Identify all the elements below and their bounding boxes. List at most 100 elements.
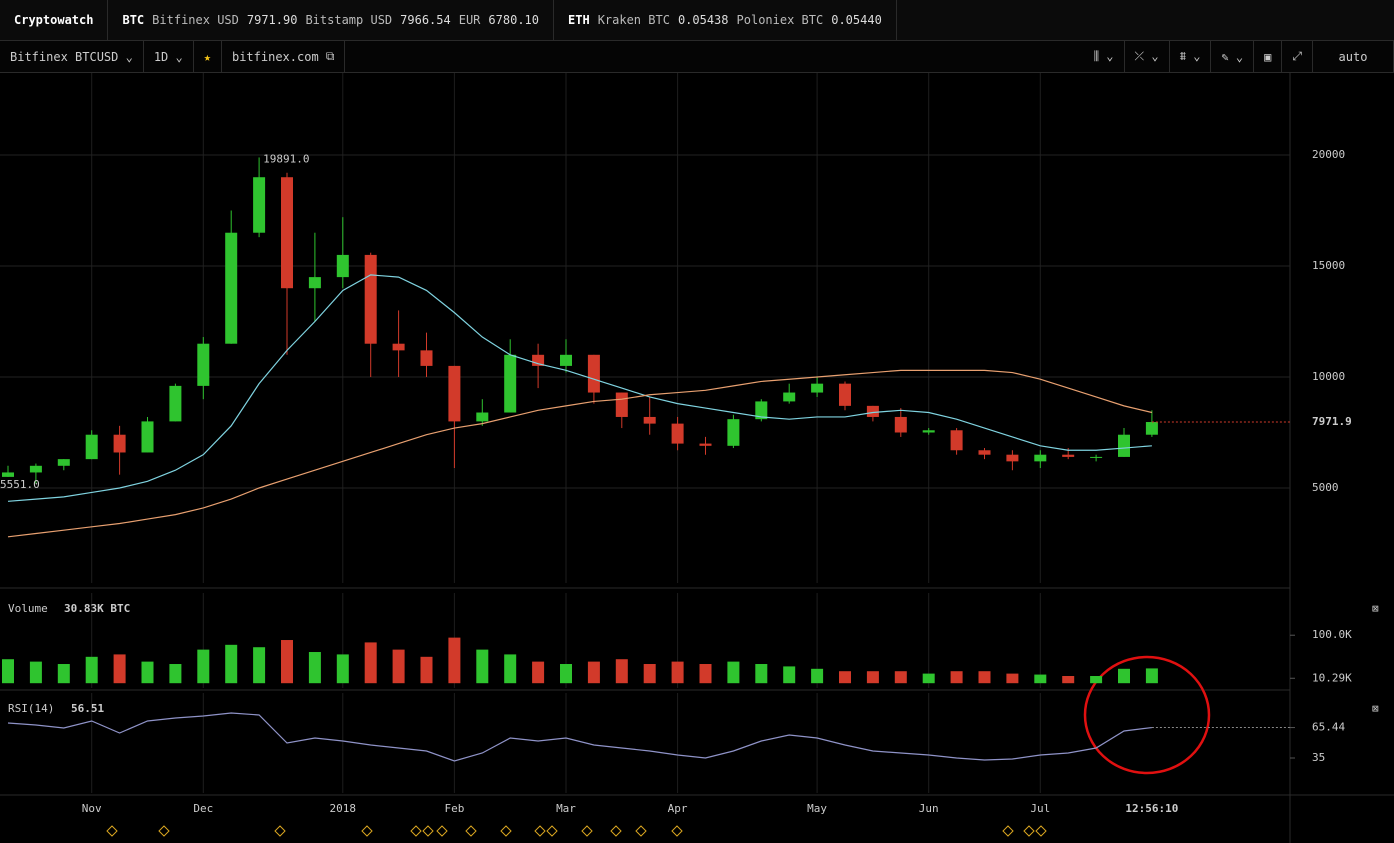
tool[interactable]: ▣: [1254, 41, 1283, 72]
candle-body: [169, 385, 182, 422]
volume-bar: [253, 647, 266, 684]
tool[interactable]: ⩩ ⌄: [1170, 41, 1212, 72]
quote-name: Poloniex BTC: [736, 13, 824, 27]
market: Bitfinex BTCUSD: [10, 49, 119, 64]
volume-bar: [560, 664, 572, 684]
moving-average: [7, 369, 1153, 538]
candle-body: [85, 434, 98, 460]
candle-body: [755, 401, 768, 420]
volume-bar: [364, 642, 377, 684]
volume-bar: [894, 671, 907, 684]
candle-body: [2, 472, 14, 477]
candle-body: [392, 343, 405, 351]
pane-value: 30.83K BTC: [64, 602, 130, 615]
toolbar: Bitfinex BTCUSD ⌄ 1D ⌄ ★ bitfinex.com ⧉ …: [0, 41, 1394, 73]
candle-body: [587, 354, 600, 393]
volume-bar: [532, 661, 545, 684]
exchange-link[interactable]: bitfinex.com ⧉: [222, 41, 346, 72]
volume-bar: [141, 661, 154, 684]
tool[interactable]: ✎ ⌄: [1211, 41, 1255, 72]
eth-group: ETH Kraken BTC 0.05438 Poloniex BTC 0.0544…: [554, 0, 897, 40]
candle-body: [866, 405, 879, 417]
asset[interactable]: BTC: [122, 13, 145, 27]
candle-body: [615, 392, 628, 417]
x-tick-label: Apr: [668, 802, 688, 815]
x-tick-label: Jun: [919, 802, 939, 815]
x-tick-label: Jul: [1030, 802, 1050, 815]
volume-bar: [281, 640, 293, 684]
pane-value: 56.51: [71, 702, 104, 715]
volume-bar: [225, 644, 238, 684]
tool[interactable]: ⤫ ⌄: [1125, 41, 1170, 72]
volume-bar: [85, 656, 98, 684]
y-tick-label: 35: [1312, 751, 1325, 764]
tool[interactable]: ⫼ ⌄: [1084, 41, 1125, 72]
period: 1D: [153, 49, 169, 64]
volume-bar: [1145, 668, 1158, 684]
y-tick-label: 15000: [1312, 259, 1345, 272]
pane-title: Volume: [8, 602, 48, 615]
quote-name: Bitfinex USD: [152, 13, 239, 27]
quote-value: 0.05438: [677, 13, 729, 27]
x-tick-label: Mar: [556, 802, 576, 815]
period-select[interactable]: 1D ⌄: [144, 41, 194, 72]
tool[interactable]: ⤢: [1282, 41, 1313, 72]
y-tick-label: 100.0K: [1312, 628, 1352, 641]
volume-bar: [755, 664, 768, 684]
candle-body: [922, 430, 935, 433]
candle-body: [894, 416, 907, 433]
candle-body: [978, 450, 991, 455]
volume-bar: [950, 671, 963, 684]
volume-bar: [1006, 673, 1019, 684]
candle-body: [113, 434, 126, 453]
quote-name: EUR: [458, 13, 481, 27]
y-tick-label: 5000: [1312, 481, 1339, 494]
x-tick-label: Dec: [193, 802, 213, 815]
y-tick-label: 65.44: [1312, 721, 1345, 734]
scale-toggle[interactable]: auto: [1313, 41, 1394, 72]
candle-body: [1118, 434, 1130, 457]
volume-bar: [587, 661, 600, 684]
pane-title: RSI(14): [8, 702, 54, 715]
volume-bar: [727, 661, 740, 684]
candle-body: [950, 430, 963, 451]
volume-bar: [392, 649, 405, 684]
volume-bar: [197, 649, 210, 684]
candle-body: [839, 383, 851, 406]
candle-body: [811, 383, 824, 393]
pane-close: ⊠: [1372, 602, 1379, 615]
countdown: 12:56:10: [1125, 802, 1178, 815]
candle-body: [727, 419, 740, 446]
highlight-circle: [1083, 655, 1211, 775]
quote-value: 7971.90: [246, 13, 298, 27]
ticker-bar: Cryptowatch BTC Bitfinex USD 7971.90 Bits…: [0, 0, 1394, 41]
candle-body: [1062, 454, 1075, 457]
x-tick-label: Feb: [444, 802, 464, 815]
candle-body: [141, 421, 154, 453]
volume-bar: [476, 649, 489, 684]
rsi-line: [7, 712, 1152, 762]
volume-bar: [2, 659, 14, 684]
volume-bar: [1090, 676, 1103, 684]
y-tick-label: 20000: [1312, 148, 1345, 161]
candle-body: [643, 416, 656, 424]
x-tick-label: Nov: [82, 802, 102, 815]
volume-bar: [671, 661, 684, 684]
asset[interactable]: ETH: [568, 13, 590, 27]
favorite[interactable]: ★: [194, 41, 222, 72]
volume-bar: [308, 652, 321, 684]
scale: auto: [1338, 49, 1368, 64]
brand[interactable]: Cryptowatch: [14, 13, 94, 27]
quote-value: 6780.10: [488, 13, 539, 27]
market-select[interactable]: Bitfinex BTCUSD ⌄: [0, 41, 144, 72]
x-tick-label: May: [807, 802, 827, 815]
candle-body: [1034, 454, 1047, 462]
candle-body: [476, 412, 489, 422]
candle-body: [532, 354, 545, 366]
quote-name: Bitstamp USD: [305, 13, 393, 27]
volume-bar: [643, 664, 656, 684]
volume-bar: [783, 666, 796, 684]
volume-bar: [504, 654, 517, 684]
candle-body: [253, 177, 266, 233]
candle-body: [448, 365, 461, 422]
